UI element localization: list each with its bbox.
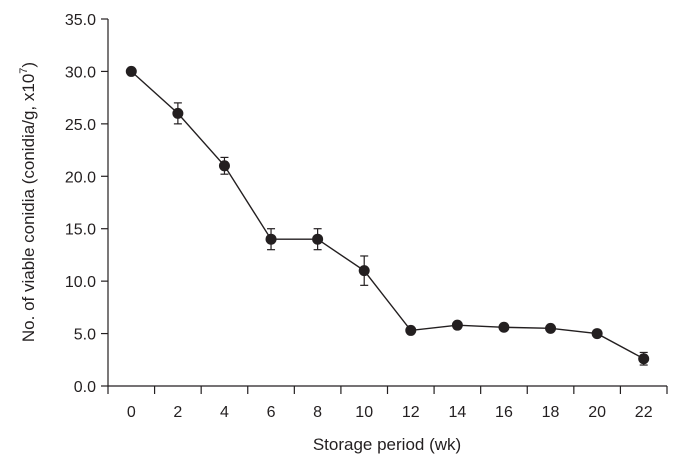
data-point — [125, 65, 137, 77]
x-tick-label: 4 — [220, 404, 229, 421]
data-point — [545, 322, 557, 334]
x-tick-label: 2 — [173, 404, 182, 421]
x-tick-label: 12 — [402, 404, 420, 421]
y-axis-title-superscript: 7 — [18, 68, 30, 74]
y-tick-label: 10.0 — [65, 274, 96, 291]
x-tick-label: 6 — [267, 404, 276, 421]
y-tick-label: 20.0 — [65, 169, 96, 186]
series-line — [130, 70, 645, 360]
x-tick-label: 18 — [542, 404, 560, 421]
x-axis: 0 2 4 6 8 10 12 14 16 18 20 22 — [107, 385, 668, 421]
y-axis: 0.0 5.0 10.0 15.0 20.0 25.0 30.0 35.0 — [65, 12, 109, 396]
data-point — [405, 324, 417, 336]
data-point — [312, 233, 324, 245]
y-tick-label: 30.0 — [65, 64, 96, 81]
data-point — [358, 265, 370, 277]
data-point — [451, 319, 463, 331]
x-tick-label: 14 — [448, 404, 466, 421]
y-axis-title: No. of viable conidia (conidia/g, x107) — [18, 62, 38, 342]
data-point — [218, 160, 230, 172]
y-tick-label: 25.0 — [65, 117, 96, 134]
data-point — [591, 328, 603, 340]
data-point — [498, 321, 510, 333]
data-point — [638, 353, 650, 365]
x-tick-label: 16 — [495, 404, 513, 421]
data-point — [172, 107, 184, 119]
y-tick-label: 5.0 — [74, 327, 96, 344]
y-tick-label: 35.0 — [65, 12, 96, 29]
x-tick-label: 0 — [127, 404, 136, 421]
x-tick-label: 22 — [635, 404, 653, 421]
x-tick-label: 8 — [313, 404, 322, 421]
y-tick-label: 15.0 — [65, 222, 96, 239]
x-tick-label: 10 — [355, 404, 373, 421]
x-axis-title: Storage period (wk) — [313, 435, 461, 454]
x-tick-label: 20 — [588, 404, 606, 421]
y-tick-label: 0.0 — [74, 379, 96, 396]
y-axis-title-main: No. of viable conidia (conidia/g, x10 — [19, 74, 38, 342]
series-layer — [125, 65, 650, 366]
y-axis-title-close: ) — [19, 62, 38, 68]
data-point — [265, 233, 277, 245]
